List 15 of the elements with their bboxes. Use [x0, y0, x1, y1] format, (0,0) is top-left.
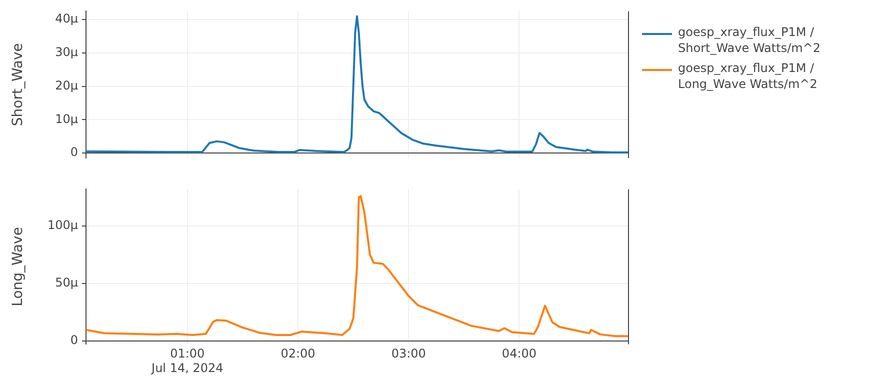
y-tick-label: 50μ — [55, 275, 78, 290]
x-tick-label: 01:00 Jul 14, 2024 — [150, 346, 224, 375]
x-tick-label: 02:00 — [280, 346, 316, 361]
y-axis-title: Short_Wave — [10, 43, 26, 126]
y-tick-label: 0 — [70, 332, 78, 347]
y-tick-label: 40μ — [55, 12, 78, 26]
y-axis-title: Long_Wave — [10, 227, 26, 306]
x-tick-label: 03:00 — [391, 346, 426, 361]
y-tick-label: 30μ — [55, 45, 78, 60]
legend-label: goesp_xray_flux_P1M / Long_Wave Watts/m^2 — [678, 60, 818, 92]
y-tick-label: 0 — [70, 145, 78, 160]
y-tick-label: 20μ — [55, 78, 78, 92]
x-tick-label: 04:00 — [502, 346, 537, 361]
y-tick-label: 10μ — [55, 112, 78, 126]
y-tick-label: 100μ — [47, 218, 78, 232]
